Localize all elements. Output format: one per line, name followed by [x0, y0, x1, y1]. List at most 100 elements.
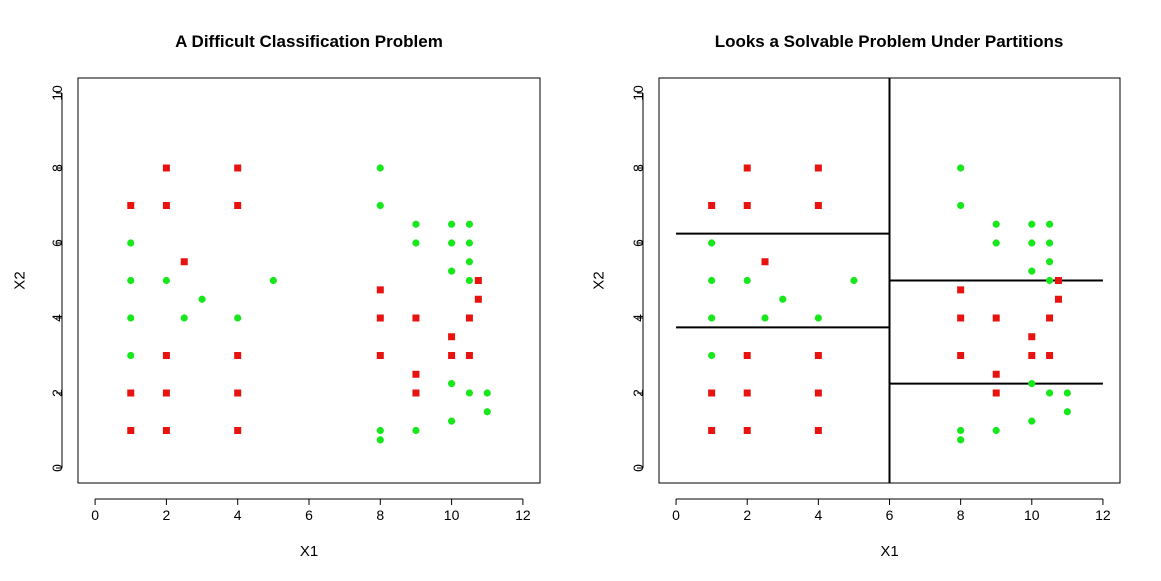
green-circle-point: [1028, 267, 1036, 275]
red-square-point: [180, 258, 188, 266]
green-circle-point: [483, 408, 491, 416]
red-square-point: [743, 389, 751, 397]
green-circle-point: [412, 426, 420, 435]
red-square-point: [957, 314, 965, 322]
left-scatter-panel: A Difficult Classification Problem 0 2 4 6 8 1…: [11, 32, 541, 560]
green-circle-point: [1045, 258, 1054, 266]
chart-title: Looks a Solvable Problem Under Partition…: [715, 32, 1064, 51]
red-square-point: [162, 427, 170, 434]
y-tick-label: 2: [630, 389, 646, 397]
y-tick-label: 2: [49, 389, 65, 397]
red-square-point: [814, 427, 822, 434]
plot-frame: [77, 77, 541, 484]
green-circle-point: [814, 314, 822, 322]
green-circle-point: [1028, 220, 1036, 228]
red-square-point: [412, 314, 420, 322]
red-square-point: [465, 352, 473, 359]
red-square-point: [743, 164, 751, 172]
chart-title: A Difficult Classification Problem: [175, 32, 443, 51]
green-circle-point: [447, 380, 456, 388]
green-circle-point: [269, 276, 277, 285]
green-circle-point: [957, 426, 965, 435]
y-tick-label: 4: [49, 314, 65, 322]
green-circle-point: [162, 276, 171, 285]
red-square-point: [234, 427, 242, 434]
red-square-point: [376, 314, 384, 322]
red-square-point: [743, 427, 751, 434]
red-square-point: [1028, 352, 1036, 359]
green-circle-point: [1045, 239, 1054, 247]
green-circle-point: [198, 295, 206, 303]
red-square-point: [127, 389, 135, 397]
red-square-point: [412, 370, 420, 378]
y-tick-label: 0: [630, 464, 646, 472]
green-circle-point: [957, 436, 965, 444]
green-circle-point: [412, 239, 420, 247]
red-square-point: [465, 314, 473, 322]
x-tick-label: 8: [957, 507, 965, 523]
y-tick-label: 6: [49, 239, 65, 247]
red-square-point: [814, 352, 822, 359]
red-square-point: [376, 352, 384, 359]
green-circle-point: [708, 351, 716, 360]
red-square-point: [376, 286, 384, 294]
green-circle-point: [376, 164, 384, 172]
red-square-point: [708, 427, 716, 434]
green-circle-point: [1045, 389, 1054, 397]
y-axis-label: X2: [11, 271, 28, 289]
red-square-point: [992, 389, 1000, 397]
red-square-point: [814, 389, 822, 397]
green-circle-point: [180, 314, 188, 322]
x-tick-label: 12: [1095, 507, 1111, 523]
green-circle-point: [1045, 276, 1054, 285]
y-axis-label: X2: [590, 271, 607, 289]
red-square-point: [162, 389, 170, 397]
x-axis-label: X1: [300, 543, 318, 560]
red-square-point: [412, 389, 420, 397]
x-axis-label: X1: [880, 543, 898, 560]
red-square-point: [234, 202, 242, 209]
green-circle-point: [127, 276, 135, 285]
y-tick-label: 8: [49, 164, 65, 172]
green-circle-point: [127, 239, 135, 247]
green-circle-point: [779, 295, 787, 303]
x-tick-label: 10: [444, 507, 460, 523]
x-tick-label: 0: [672, 507, 680, 523]
green-circle-point: [743, 276, 751, 285]
x-tick-label: 6: [305, 507, 313, 523]
green-circle-point: [234, 314, 242, 322]
green-circle-point: [376, 426, 384, 435]
red-square-point: [448, 333, 456, 341]
green-circle-point: [412, 220, 420, 228]
red-square-point: [992, 370, 1000, 378]
green-circle-point: [465, 276, 474, 285]
y-tick-label: 0: [49, 464, 65, 472]
green-circle-point: [708, 239, 716, 247]
red-square-point: [234, 164, 242, 172]
red-square-point: [957, 286, 965, 294]
right-scatter-panel: Looks a Solvable Problem Under Partition…: [590, 32, 1121, 560]
green-circle-point: [957, 164, 965, 172]
y-tick-label: 8: [630, 164, 646, 172]
red-square-point: [127, 202, 135, 209]
red-square-point: [234, 389, 242, 397]
y-tick-label: 6: [630, 239, 646, 247]
green-circle-point: [992, 239, 1000, 247]
green-circle-point: [708, 276, 716, 285]
x-tick-label: 6: [886, 507, 894, 523]
green-circle-point: [465, 258, 474, 266]
x-tick-label: 2: [743, 507, 751, 523]
red-square-point: [743, 202, 751, 209]
red-square-point: [814, 164, 822, 172]
x-tick-label: 12: [515, 507, 531, 523]
red-square-point: [708, 202, 716, 209]
green-circle-point: [1028, 239, 1036, 247]
green-circle-point: [127, 314, 135, 322]
x-tick-label: 4: [234, 507, 242, 523]
green-circle-point: [957, 201, 965, 210]
x-tick-label: 0: [91, 507, 99, 523]
red-square-point: [743, 352, 751, 359]
y-tick-label: 10: [630, 85, 646, 101]
red-square-point: [127, 427, 135, 434]
green-circle-point: [447, 267, 456, 275]
